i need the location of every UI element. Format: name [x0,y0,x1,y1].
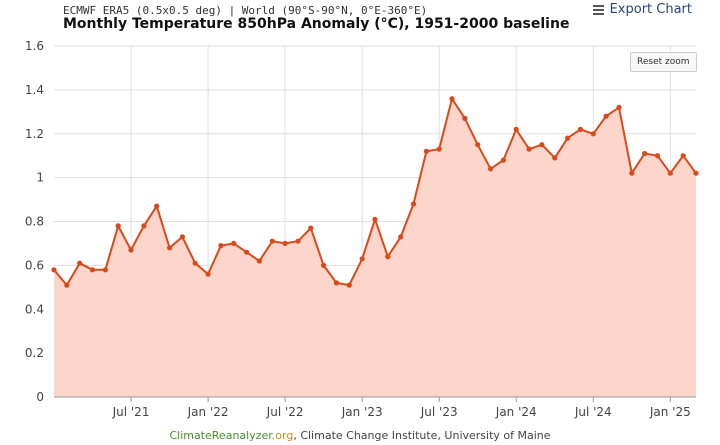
data-point[interactable] [642,150,648,157]
export-chart-button[interactable]: Export Chart [592,2,692,17]
x-tick-label: Jan '23 [341,405,383,419]
y-tick-label: 1.2 [25,127,44,141]
data-point[interactable] [256,258,262,264]
data-point[interactable] [500,157,506,163]
data-point[interactable] [410,201,417,207]
data-point[interactable] [346,282,352,288]
data-point[interactable] [205,271,211,277]
data-point[interactable] [359,256,365,262]
x-tick-label: Jul '23 [420,405,458,419]
series-area-fill [54,98,696,397]
reset-zoom-button[interactable]: Reset zoom [630,52,697,72]
data-point[interactable] [218,243,224,249]
x-tick-label: Jul '21 [112,405,150,419]
x-tick-label: Jul '22 [266,405,304,419]
data-point[interactable] [552,155,558,161]
data-point[interactable] [449,96,455,102]
data-point[interactable] [475,142,481,148]
data-point[interactable] [282,240,288,246]
data-point[interactable] [115,223,121,229]
data-point[interactable] [654,153,661,159]
data-point[interactable] [372,216,378,222]
y-tick-label: 0.6 [25,258,44,272]
data-point[interactable] [89,267,96,273]
x-tick-label: Jan '25 [649,405,691,419]
data-point[interactable] [590,131,596,137]
data-point[interactable] [680,153,686,159]
y-tick-label: 0.4 [25,302,44,316]
area-fill-layer [54,98,696,397]
data-point[interactable] [513,126,519,132]
credits-site-name[interactable]: ClimateReanalyzer [169,429,272,442]
data-point[interactable] [603,113,609,119]
data-point[interactable] [667,170,673,176]
data-point[interactable] [539,142,545,148]
credits[interactable]: ClimateReanalyzer.org, Climate Change In… [0,429,720,442]
data-point[interactable] [167,245,173,251]
data-point[interactable] [244,249,250,255]
data-point[interactable] [398,234,404,240]
data-point[interactable] [423,148,429,154]
x-axis: Jul '21 Jan '22 Jul '22 Jan '23 Jul '23 Jan '… [54,396,696,419]
data-point[interactable] [333,280,340,286]
data-point[interactable] [51,267,57,273]
data-point[interactable] [436,146,442,152]
data-point[interactable] [577,126,584,132]
x-tick-label: Jan '22 [187,405,229,419]
data-point[interactable] [269,238,275,244]
data-point[interactable] [321,262,327,268]
data-point[interactable] [308,225,314,231]
data-point[interactable] [179,234,185,240]
data-point[interactable] [141,223,147,229]
y-tick-label: 1 [36,171,44,185]
credits-site-tld[interactable]: .org [271,429,294,442]
export-chart-label: Export Chart [609,2,692,17]
credits-text: , Climate Change Institute, University o… [293,429,551,442]
data-point[interactable] [385,254,391,260]
x-tick-label: Jan '24 [495,405,537,419]
data-point[interactable] [629,170,635,176]
x-tick-label: Jul '24 [574,405,612,419]
y-tick-label: 0.2 [25,346,44,360]
chart-title: Monthly Temperature 850hPa Anomaly (°C),… [63,16,570,32]
chart-subtitle: ECMWF ERA5 (0.5x0.5 deg) | World (90°S-9… [63,4,428,17]
data-point[interactable] [77,260,83,266]
data-point[interactable] [295,238,301,244]
data-point[interactable] [192,260,198,266]
y-tick-label: 0 [36,390,44,404]
data-point[interactable] [462,115,468,121]
data-point[interactable] [616,104,622,110]
y-axis: 0 0.2 0.4 0.6 0.8 1 1.2 1.4 1.6 [25,39,44,404]
data-point[interactable] [231,240,237,246]
data-points-layer[interactable] [51,96,699,288]
data-point[interactable] [488,166,494,172]
data-point[interactable] [154,203,160,209]
y-tick-label: 0.8 [25,215,44,229]
data-point[interactable] [565,135,571,141]
hamburger-menu-icon [592,5,604,15]
data-point[interactable] [526,146,532,152]
data-point[interactable] [693,170,699,176]
data-point[interactable] [128,247,134,253]
data-point[interactable] [64,282,70,288]
y-tick-label: 1.6 [25,39,44,53]
y-tick-label: 1.4 [25,83,44,97]
data-point[interactable] [102,267,108,273]
